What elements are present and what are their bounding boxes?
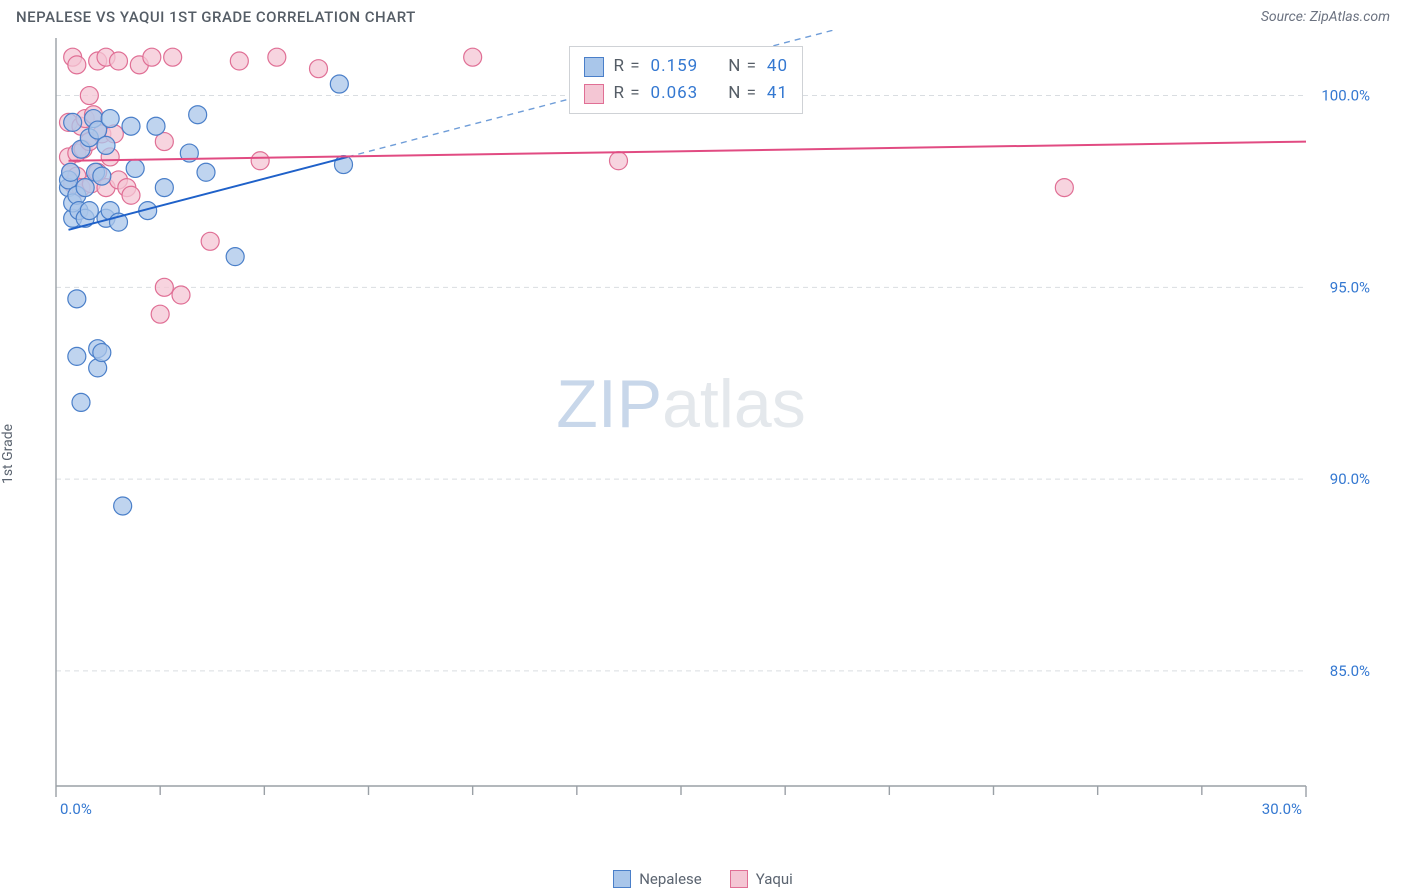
stats-row: R =0.063N = 41 — [584, 80, 789, 107]
scatter-point — [155, 278, 173, 296]
y-tick-label: 85.0% — [1330, 662, 1370, 680]
legend-label: Yaqui — [756, 870, 793, 888]
legend-item: Nepalese — [613, 870, 702, 888]
x-tick-label: 0.0% — [60, 800, 92, 818]
scatter-point — [76, 179, 94, 197]
scatter-point — [143, 48, 161, 66]
legend-label: Nepalese — [639, 870, 702, 888]
scatter-point — [64, 113, 82, 131]
scatter-point — [101, 110, 119, 128]
scatter-point — [268, 48, 286, 66]
scatter-point — [164, 48, 182, 66]
scatter-chart: 85.0% 90.0% 95.0% 100.0% ZIPatlas 0.0% 30.0% R … — [46, 30, 1376, 820]
scatter-point — [147, 117, 165, 135]
y-tick-label: 100.0% — [1321, 87, 1370, 105]
scatter-point — [62, 163, 80, 181]
scatter-point — [201, 232, 219, 250]
scatter-point — [93, 344, 111, 362]
scatter-point — [310, 60, 328, 78]
scatter-point — [122, 117, 140, 135]
scatter-point — [155, 179, 173, 197]
scatter-point — [610, 152, 628, 170]
stats-row: R =0.159N = 40 — [584, 53, 789, 80]
scatter-point — [151, 305, 169, 323]
legend-swatch — [584, 84, 604, 104]
scatter-point — [1055, 179, 1073, 197]
scatter-point — [68, 56, 86, 74]
y-axis-label: 1st Grade — [0, 424, 16, 484]
scatter-point — [80, 202, 98, 220]
scatter-point — [172, 286, 190, 304]
plot-area: 85.0% 90.0% 95.0% 100.0% ZIPatlas 0.0% 30.0% R … — [46, 30, 1390, 824]
scatter-point — [230, 52, 248, 70]
scatter-point — [97, 136, 115, 154]
scatter-point — [189, 106, 207, 124]
scatter-point — [126, 159, 144, 177]
scatter-point — [110, 52, 128, 70]
legend: Nepalese Yaqui — [0, 870, 1406, 888]
y-tick-label: 95.0% — [1330, 278, 1370, 296]
legend-swatch — [584, 57, 604, 77]
stats-box: R =0.159N = 40R =0.063N = 41 — [569, 46, 804, 114]
scatter-point — [72, 393, 90, 411]
watermark: ZIPatlas — [556, 366, 805, 442]
legend-swatch — [613, 870, 631, 888]
scatter-point — [122, 186, 140, 204]
x-tick-label: 30.0% — [1262, 800, 1302, 818]
scatter-point — [226, 248, 244, 266]
legend-item: Yaqui — [730, 870, 793, 888]
source-label: Source: ZipAtlas.com — [1261, 9, 1390, 25]
chart-title: NEPALESE VS YAQUI 1ST GRADE CORRELATION … — [16, 8, 416, 26]
scatter-point — [93, 167, 111, 185]
scatter-point — [80, 87, 98, 105]
trend-line — [69, 142, 1307, 161]
scatter-point — [114, 497, 132, 515]
y-tick-label: 90.0% — [1330, 470, 1370, 488]
scatter-point — [68, 347, 86, 365]
scatter-point — [464, 48, 482, 66]
scatter-point — [197, 163, 215, 181]
scatter-point — [330, 75, 348, 93]
legend-swatch — [730, 870, 748, 888]
scatter-point — [251, 152, 269, 170]
scatter-point — [68, 290, 86, 308]
